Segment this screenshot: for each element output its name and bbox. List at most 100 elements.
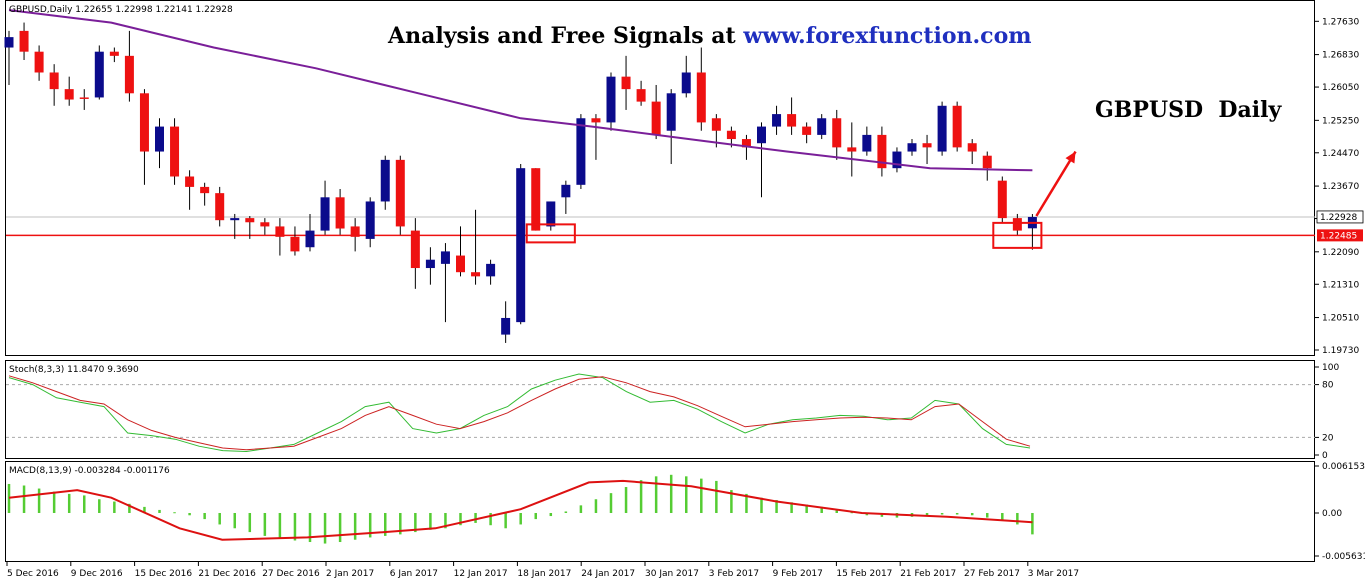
price-tick-label: 1.21310: [1322, 280, 1359, 290]
macd-histogram-bar: [504, 512, 507, 529]
macd-histogram-bar: [925, 512, 929, 517]
macd-histogram-bar: [188, 512, 191, 516]
stoch-series-line: [8, 373, 1031, 453]
candle-body: [230, 218, 240, 221]
macd-histogram-bar: [639, 480, 643, 513]
macd-histogram-bar: [579, 505, 583, 513]
candle-body: [440, 251, 450, 264]
candle-body: [185, 176, 195, 187]
macd-histogram-bar: [353, 512, 357, 540]
candle-body: [636, 89, 646, 102]
macd-histogram-bar: [233, 512, 236, 529]
candle-body: [109, 51, 119, 56]
macd-histogram-bar: [549, 512, 553, 517]
axis-layer: 1.27630 1.26830 1.26050 1.25250 1.24470 1.236…: [6, 17, 1365, 579]
stoch-info: Stoch(8,3,3) 11.8470 9.3690: [9, 365, 139, 375]
macd-histogram-bar: [700, 478, 703, 513]
candle-body: [862, 134, 872, 152]
macd-histogram-bar: [429, 512, 432, 530]
macd-histogram-bar: [489, 512, 492, 526]
candle-body: [79, 97, 89, 99]
candle-body: [787, 114, 797, 127]
macd-histogram-bar: [1016, 512, 1019, 525]
candle-body: [19, 30, 29, 52]
candle-body: [456, 255, 465, 273]
macd-histogram-bar: [98, 499, 101, 513]
candle-body: [64, 89, 74, 100]
candle-body: [155, 126, 164, 152]
candle-body: [365, 201, 375, 239]
macd-histogram-bar: [609, 493, 613, 513]
stoch-layer: [6, 373, 1315, 453]
macd-histogram-bar: [654, 476, 658, 513]
macd-histogram-bar: [730, 490, 733, 513]
candle-body: [967, 143, 977, 152]
pair-label: GBPUSD Daily: [1095, 97, 1282, 123]
macd-histogram-bar: [594, 499, 598, 513]
date-tick-label: 30 Jan 2017: [645, 569, 699, 579]
price-tick-label: 1.25250: [1322, 116, 1359, 126]
macd-histogram-bar: [669, 474, 673, 513]
macd-histogram-bar: [248, 512, 252, 533]
candle-body: [380, 159, 390, 202]
last-price-label: 1.22928: [1320, 213, 1357, 223]
date-tick-label: 21 Dec 2016: [198, 569, 256, 579]
stoch-tick-label: 20: [1322, 433, 1334, 443]
macd-histogram-bar: [820, 506, 823, 513]
candle-body: [320, 197, 330, 231]
candle-body: [817, 118, 827, 135]
candle-body: [49, 72, 59, 90]
candle-body: [546, 201, 556, 227]
macd-histogram-bar: [685, 476, 688, 513]
macd-histogram-bar: [52, 491, 56, 513]
support-price-badge: [1317, 229, 1363, 242]
candle-body: [501, 317, 511, 335]
candle-body: [305, 230, 315, 248]
date-tick-label: 15 Feb 2017: [836, 569, 892, 579]
candle-body: [350, 226, 360, 237]
macd-histogram-bar: [173, 512, 176, 514]
macd-histogram-bar: [263, 512, 267, 536]
candle-body: [139, 93, 149, 152]
highlight-box: [525, 223, 576, 244]
macd-histogram-bar: [399, 512, 402, 535]
date-tick-label: 21 Feb 2017: [900, 569, 956, 579]
price-tick-label: 1.26830: [1322, 51, 1359, 61]
macd-histogram-bar: [790, 502, 793, 513]
candle-body: [260, 222, 270, 227]
candle-body: [591, 118, 601, 123]
candle-body: [741, 139, 751, 148]
macd-histogram-bar: [278, 512, 282, 539]
date-tick-label: 9 Dec 2016: [71, 569, 123, 579]
candle-body: [952, 105, 962, 148]
moving-average-line: [8, 9, 1033, 172]
candle-body: [245, 218, 255, 223]
macd-histogram-bar: [986, 512, 989, 518]
macd-histogram-bar: [368, 512, 372, 538]
macd-histogram-bar: [308, 512, 312, 543]
macd-histogram-bar: [715, 480, 718, 513]
candle-body: [757, 126, 766, 144]
price-tick-label: 1.26050: [1322, 83, 1359, 93]
candle-body: [651, 101, 661, 135]
macd-histogram-bar: [1001, 512, 1004, 521]
candle-body: [877, 134, 887, 169]
macd-histogram-bar: [67, 493, 71, 513]
candle-body: [275, 226, 285, 237]
candle-body: [847, 147, 857, 152]
price-layer: [4, 9, 1315, 343]
macd-histogram-bar: [519, 512, 522, 525]
macd-histogram-bar: [128, 503, 131, 513]
macd-histogram-bar: [218, 512, 221, 525]
date-tick-label: 24 Jan 2017: [581, 569, 635, 579]
macd-histogram-bar: [940, 512, 944, 515]
macd-tick-label: 0.00: [1322, 509, 1342, 519]
date-tick-label: 27 Feb 2017: [964, 569, 1020, 579]
candle-body: [215, 193, 225, 221]
macd-signal-line: [8, 479, 1033, 541]
banner-black-text: Analysis and Free Signals at: [387, 23, 743, 49]
macd-histogram-bar: [880, 512, 884, 517]
candle-body: [395, 159, 405, 227]
candle-body: [516, 168, 526, 323]
